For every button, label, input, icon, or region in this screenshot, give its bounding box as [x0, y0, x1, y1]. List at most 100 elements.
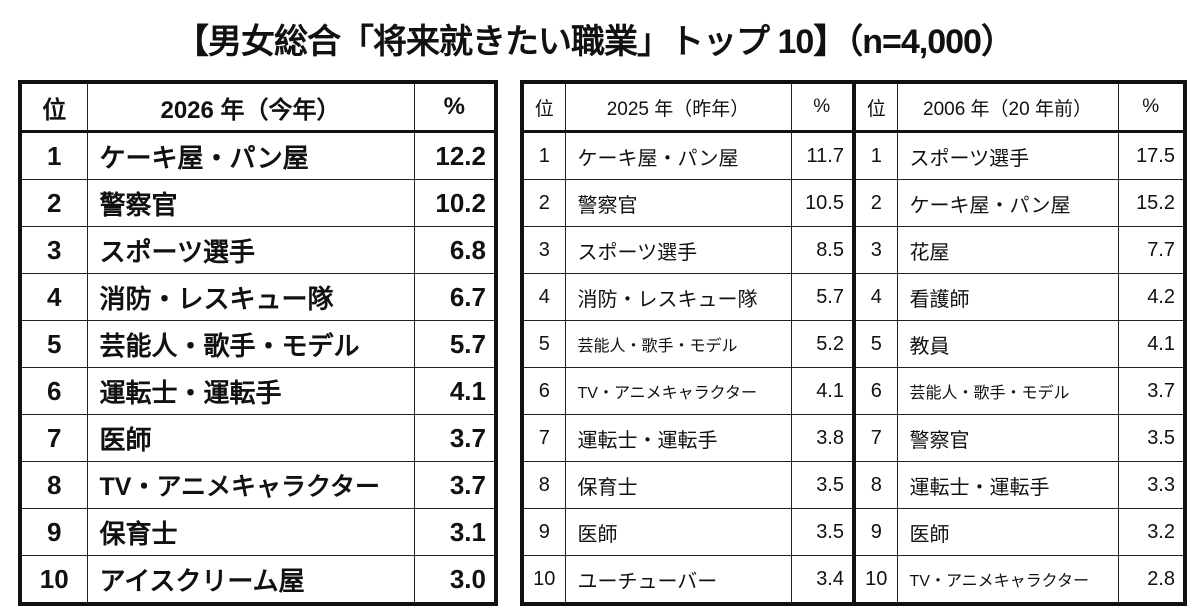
job-cell: 運転士・運転手	[896, 461, 1119, 509]
rank-cell: 9	[19, 508, 88, 556]
pct-cell: 3.4	[790, 555, 855, 605]
job-cell: 保育士	[86, 508, 415, 556]
rank-cell: 5	[521, 320, 566, 368]
table-row: 5 芸能人・歌手・モデル 5.2 5 教員 4.1	[521, 320, 1186, 368]
job-cell: 運転士・運転手	[86, 367, 415, 415]
rank-cell: 5	[852, 320, 898, 368]
table-row: 4 消防・レスキュー隊 5.7 4 看護師 4.2	[521, 273, 1186, 321]
table-row: 3 スポーツ選手 8.5 3 花屋 7.7	[521, 226, 1186, 274]
pct-cell: 5.2	[790, 320, 855, 368]
pct-cell: 3.2	[1117, 508, 1186, 556]
rank-cell: 4	[852, 273, 898, 321]
rank-cell: 2	[521, 179, 566, 227]
table-row: 8 保育士 3.5 8 運転士・運転手 3.3	[521, 461, 1186, 509]
job-cell: TV・アニメキャラクター	[564, 367, 792, 415]
pct-cell: 11.7	[790, 131, 855, 180]
table-row: 9 医師 3.5 9 医師 3.2	[521, 508, 1186, 556]
table-row: 3 スポーツ選手 6.8	[19, 226, 497, 274]
table-row: 6 運転士・運転手 4.1	[19, 367, 497, 415]
ranking-table-comparison: 位 2025 年（昨年） % 位 2006 年（20 年前） % 1 ケーキ屋・パ…	[520, 80, 1187, 606]
table-row: 2 警察官 10.2	[19, 179, 497, 227]
table-row: 9 保育士 3.1	[19, 508, 497, 556]
job-cell: 消防・レスキュー隊	[564, 273, 792, 321]
header-year-2006: 2006 年（20 年前）	[896, 81, 1119, 133]
pct-cell: 3.7	[1117, 367, 1186, 415]
pct-cell: 3.8	[790, 414, 855, 462]
rank-cell: 4	[521, 273, 566, 321]
table-row: 10 アイスクリーム屋 3.0	[19, 555, 497, 605]
rank-cell: 8	[19, 461, 88, 509]
pct-cell: 15.2	[1117, 179, 1186, 227]
job-cell: 医師	[86, 414, 415, 462]
job-cell: 芸能人・歌手・モデル	[86, 320, 415, 368]
header-year-2025: 2025 年（昨年）	[564, 81, 792, 133]
pct-cell: 3.5	[790, 508, 855, 556]
table-row: 4 消防・レスキュー隊 6.7	[19, 273, 497, 321]
job-cell: 保育士	[564, 461, 792, 509]
table-row: 7 運転士・運転手 3.8 7 警察官 3.5	[521, 414, 1186, 462]
pct-cell: 3.5	[1117, 414, 1186, 462]
pct-cell: 10.5	[790, 179, 855, 227]
job-cell: 芸能人・歌手・モデル	[564, 320, 792, 368]
job-cell: ケーキ屋・パン屋	[564, 131, 792, 180]
rank-cell: 10	[19, 555, 88, 605]
pct-cell: 4.1	[790, 367, 855, 415]
ranking-table-2026: 位 2026 年（今年） % 1 ケーキ屋・パン屋 12.2 2 警察官 10.2 3 スポー…	[18, 80, 498, 606]
table-row: 10 ユーチューバー 3.4 10 TV・アニメキャラクター 2.8	[521, 555, 1186, 605]
pct-cell: 5.7	[790, 273, 855, 321]
pct-cell: 3.3	[1117, 461, 1186, 509]
job-cell: TV・アニメキャラクター	[86, 461, 415, 509]
rank-cell: 9	[521, 508, 566, 556]
rank-cell: 7	[521, 414, 566, 462]
job-cell: スポーツ選手	[564, 226, 792, 274]
pct-cell: 6.8	[413, 226, 497, 274]
header-pct-2006: %	[1117, 81, 1186, 133]
job-cell: 警察官	[564, 179, 792, 227]
pct-cell: 7.7	[1117, 226, 1186, 274]
rank-cell: 9	[852, 508, 898, 556]
pct-cell: 3.1	[413, 508, 497, 556]
rank-cell: 3	[19, 226, 88, 274]
pct-cell: 6.7	[413, 273, 497, 321]
header-rank-2006: 位	[852, 81, 898, 133]
table-row: 5 芸能人・歌手・モデル 5.7	[19, 320, 497, 368]
rank-cell: 2	[19, 179, 88, 227]
table-row: 1 ケーキ屋・パン屋 12.2	[19, 131, 497, 180]
job-cell: 医師	[564, 508, 792, 556]
job-cell: 運転士・運転手	[564, 414, 792, 462]
pct-cell: 17.5	[1117, 131, 1186, 180]
header-year: 2026 年（今年）	[86, 81, 415, 133]
table-header-row: 位 2026 年（今年） %	[19, 81, 497, 133]
job-cell: 花屋	[896, 226, 1119, 274]
job-cell: 消防・レスキュー隊	[86, 273, 415, 321]
pct-cell: 4.1	[413, 367, 497, 415]
job-cell: ケーキ屋・パン屋	[86, 131, 415, 180]
job-cell: 警察官	[896, 414, 1119, 462]
pct-cell: 2.8	[1117, 555, 1186, 605]
header-pct: %	[413, 81, 497, 133]
rank-cell: 3	[852, 226, 898, 274]
rank-cell: 6	[521, 367, 566, 415]
pct-cell: 4.1	[1117, 320, 1186, 368]
rank-cell: 7	[19, 414, 88, 462]
table-row: 8 TV・アニメキャラクター 3.7	[19, 461, 497, 509]
rank-cell: 2	[852, 179, 898, 227]
job-cell: 教員	[896, 320, 1119, 368]
rank-cell: 1	[852, 131, 898, 180]
job-cell: 警察官	[86, 179, 415, 227]
rank-cell: 10	[521, 555, 566, 605]
rank-cell: 1	[521, 131, 566, 180]
table-row: 1 ケーキ屋・パン屋 11.7 1 スポーツ選手 17.5	[521, 131, 1186, 180]
header-rank-2025: 位	[521, 81, 566, 133]
rank-cell: 1	[19, 131, 88, 180]
pct-cell: 3.7	[413, 414, 497, 462]
table-row: 7 医師 3.7	[19, 414, 497, 462]
pct-cell: 3.0	[413, 555, 497, 605]
job-cell: TV・アニメキャラクター	[896, 555, 1119, 605]
pct-cell: 12.2	[413, 131, 497, 180]
header-pct-2025: %	[790, 81, 855, 133]
pct-cell: 5.7	[413, 320, 497, 368]
job-cell: 芸能人・歌手・モデル	[896, 367, 1119, 415]
pct-cell: 3.7	[413, 461, 497, 509]
pct-cell: 8.5	[790, 226, 855, 274]
